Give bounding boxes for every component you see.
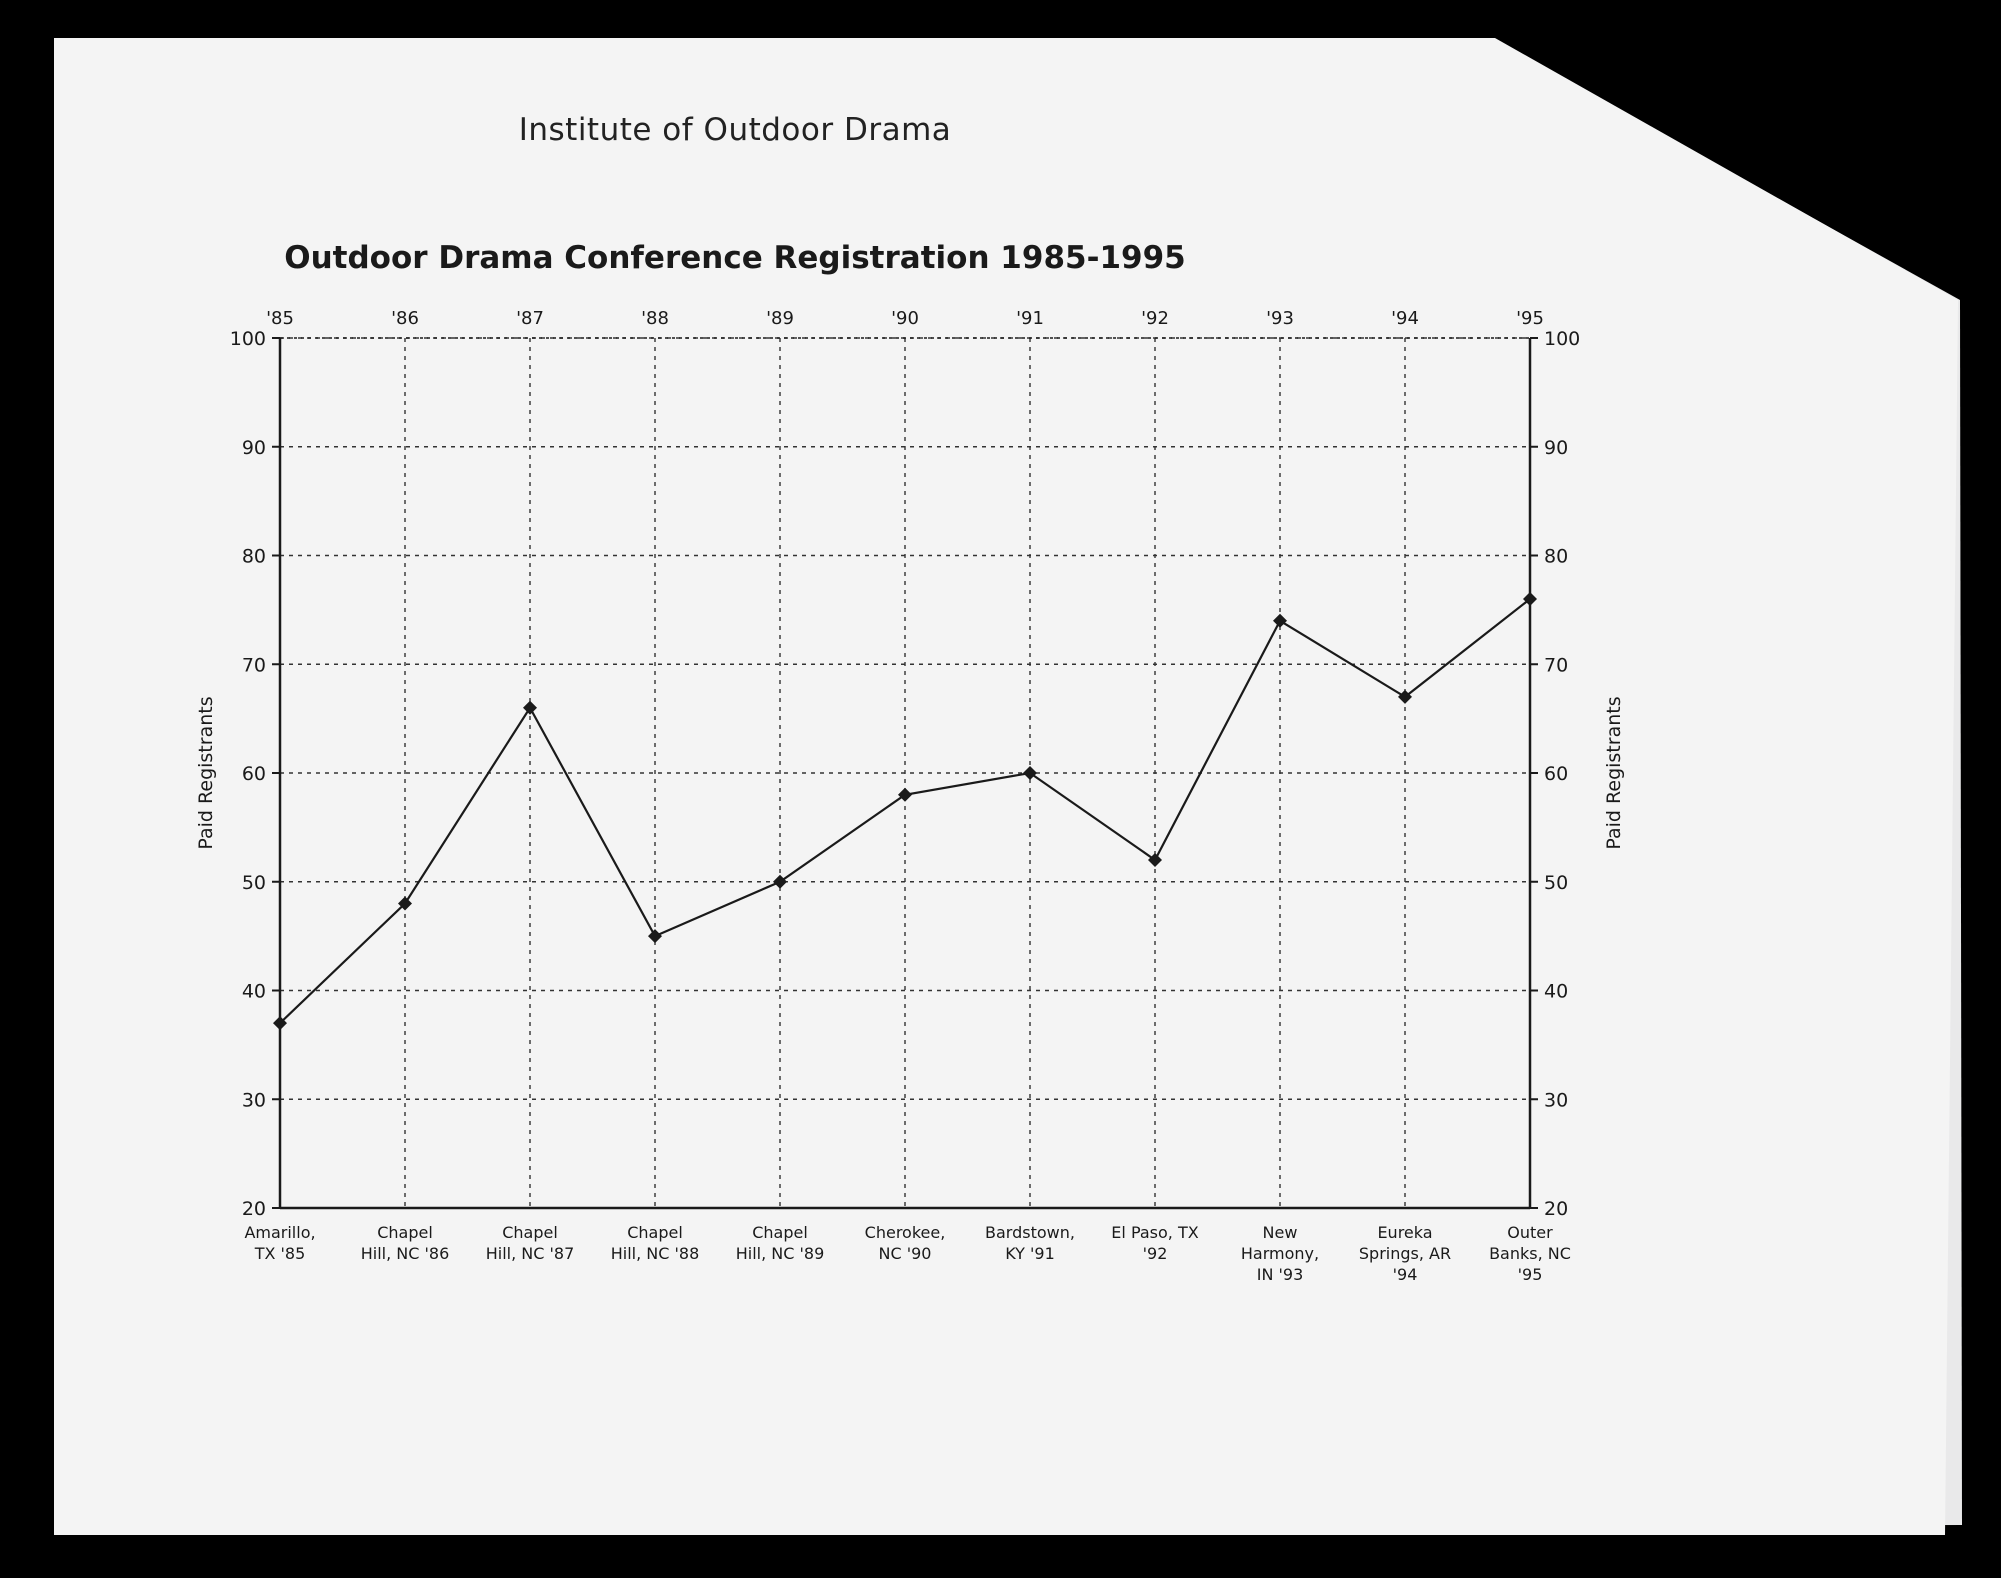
x-category-label-line: Harmony,: [1241, 1244, 1319, 1263]
x-category-label-line: New: [1263, 1223, 1298, 1242]
top-year-label: '95: [1516, 308, 1544, 329]
data-point-marker: [773, 874, 787, 889]
gridlines: [280, 337, 1530, 1208]
y-tick-label-right: 30: [1544, 1089, 1568, 1111]
data-point-marker: [1523, 592, 1537, 606]
data-point-marker: [273, 1016, 287, 1031]
x-category-label: Outer Banks, NC '95: [1489, 1223, 1571, 1284]
y-tick-label-left: 100: [230, 328, 266, 350]
x-category-label-line: Chapel: [377, 1223, 433, 1242]
y-tick-label-right: 90: [1544, 437, 1568, 459]
x-category-label-line: Eureka: [1377, 1223, 1432, 1242]
top-year-label: '92: [1141, 308, 1169, 329]
x-category-label-line: Bardstown,: [985, 1223, 1075, 1242]
y-axis-label-right: Paid Registrants: [1603, 696, 1625, 849]
x-category-label-line: Chapel: [627, 1223, 683, 1242]
top-year-label: '86: [391, 308, 419, 329]
y-tick-label-left: 40: [242, 981, 266, 1003]
axes: [272, 337, 1538, 1210]
x-category-label: El Paso, TX '92: [1111, 1223, 1198, 1263]
x-category-label: Chapel Hill, NC '87: [486, 1223, 575, 1263]
x-category-label-line: Hill, NC '89: [736, 1244, 825, 1263]
x-category-label-line: El Paso, TX: [1111, 1223, 1198, 1242]
data-point-marker: [898, 787, 912, 802]
data-point-marker: [1398, 689, 1412, 704]
data-point-marker: [1023, 766, 1037, 780]
y-tick-label-left: 20: [242, 1198, 266, 1220]
data-point-marker: [1148, 853, 1162, 867]
y-tick-label-right: 100: [1544, 328, 1580, 350]
x-category-label-line: Hill, NC '87: [486, 1244, 575, 1263]
x-category-label-line: Hill, NC '88: [611, 1244, 700, 1263]
top-year-label: '93: [1266, 308, 1294, 329]
y-tick-label-left: 60: [242, 763, 266, 785]
top-year-label: '87: [516, 308, 544, 329]
y-tick-label-right: 20: [1544, 1198, 1568, 1220]
x-category-label-line: Banks, NC: [1489, 1244, 1571, 1263]
top-year-label: '88: [641, 308, 669, 329]
x-category-label-line: NC '90: [879, 1244, 932, 1263]
x-category-label-line: KY '91: [1005, 1244, 1055, 1263]
data-point-marker: [1273, 613, 1287, 628]
data-point-marker: [398, 896, 412, 911]
top-year-label: '85: [266, 308, 294, 329]
top-year-label: '94: [1391, 308, 1419, 329]
x-category-label: Eureka Springs, AR '94: [1359, 1223, 1451, 1284]
x-category-label: New Harmony, IN '93: [1241, 1223, 1319, 1284]
x-category-label: Bardstown, KY '91: [985, 1223, 1075, 1263]
x-category-label-line: Outer: [1507, 1223, 1553, 1242]
y-tick-label-right: 70: [1544, 654, 1568, 676]
x-category-label-line: '94: [1393, 1265, 1418, 1284]
data-series: [273, 592, 1537, 1031]
x-category-label-line: IN '93: [1257, 1265, 1304, 1284]
y-tick-label-right: 60: [1544, 763, 1568, 785]
x-category-label: Chapel Hill, NC '88: [611, 1223, 700, 1263]
top-year-label: '89: [766, 308, 794, 329]
x-category-label: Amarillo, TX '85: [244, 1223, 315, 1263]
x-category-label-line: TX '85: [254, 1244, 306, 1263]
y-tick-label-right: 50: [1544, 872, 1568, 894]
x-category-label-line: '95: [1518, 1265, 1543, 1284]
y-tick-label-left: 70: [242, 654, 266, 676]
y-tick-label-right: 80: [1544, 546, 1568, 568]
x-category-label-line: Chapel: [502, 1223, 558, 1242]
x-category-label: Chapel Hill, NC '89: [736, 1223, 825, 1263]
data-point-marker: [523, 700, 537, 715]
x-category-label-line: Chapel: [752, 1223, 808, 1242]
chart-title: Outdoor Drama Conference Registration 19…: [284, 240, 1186, 276]
y-tick-label-left: 80: [242, 546, 266, 568]
axis-labels: 20 20 30 30 40 40 50 50 60 60 70 70 80 80 90 90 100 100 Pa…: [195, 308, 1625, 1284]
x-category-label: Chapel Hill, NC '86: [361, 1223, 450, 1263]
x-category-label-line: Springs, AR: [1359, 1244, 1451, 1263]
x-category-label-line: Cherokee,: [865, 1223, 946, 1242]
data-point-marker: [648, 929, 662, 944]
x-category-label-line: Amarillo,: [244, 1223, 315, 1242]
x-category-label: Cherokee, NC '90: [865, 1223, 946, 1263]
x-category-label-line: '92: [1143, 1244, 1168, 1263]
top-year-label: '91: [1016, 308, 1044, 329]
y-tick-label-left: 50: [242, 872, 266, 894]
y-tick-label-left: 90: [242, 437, 266, 459]
y-axis-label-left: Paid Registrants: [195, 696, 217, 849]
y-tick-label-right: 40: [1544, 981, 1568, 1003]
organization-header: Institute of Outdoor Drama: [518, 112, 952, 148]
y-tick-label-left: 30: [242, 1089, 266, 1111]
top-year-label: '90: [891, 308, 919, 329]
x-category-label-line: Hill, NC '86: [361, 1244, 450, 1263]
